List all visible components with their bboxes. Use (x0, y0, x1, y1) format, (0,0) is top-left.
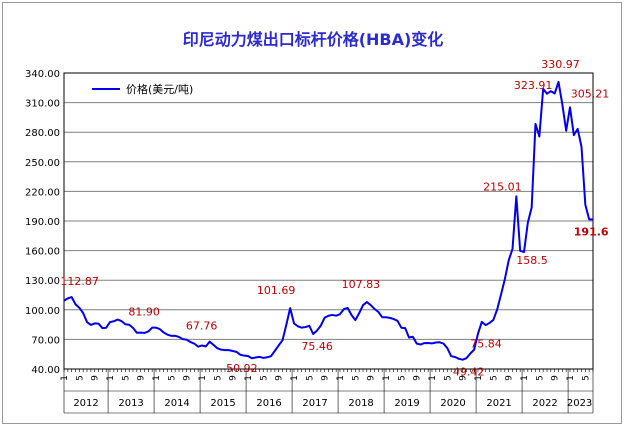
x-month-tick-label: 9 (413, 375, 423, 381)
data-label: 67.76 (186, 320, 218, 333)
x-month-tick-label: 9 (367, 375, 377, 381)
y-tick-label: 310.00 (25, 99, 60, 110)
year-label: 2020 (440, 398, 465, 409)
data-label: 112.87 (60, 275, 99, 288)
data-label: 49.42 (453, 366, 485, 379)
x-month-tick-label: 5 (259, 375, 269, 381)
x-month-tick-label: 5 (443, 375, 453, 381)
year-label: 2016 (256, 398, 281, 409)
x-month-tick-label: 9 (505, 375, 515, 381)
x-month-tick-label: 1 (152, 375, 162, 381)
x-month-tick-label: 1 (106, 375, 116, 381)
y-tick-label: 70.00 (31, 335, 60, 346)
x-month-tick-label: 5 (397, 375, 407, 381)
y-tick-label: 280.00 (25, 128, 60, 139)
year-label: 2015 (210, 398, 235, 409)
x-month-tick-label: 5 (535, 375, 545, 381)
data-label: 191.6 (574, 225, 609, 238)
chart-title: 印尼动力煤出口标杆价格(HBA)变化 (182, 30, 444, 49)
x-month-tick-label: 9 (321, 375, 331, 381)
data-label: 75.84 (470, 338, 502, 351)
data-labels: 112.87 81.90 67.76 50.92 101.69 75.46 107.83 49… (60, 58, 609, 379)
y-tick-label: 190.00 (25, 217, 60, 228)
x-month-tick-label: 5 (121, 375, 131, 381)
data-label: 330.97 (541, 58, 580, 71)
series-line (63, 80, 593, 361)
x-month-tick-label: 5 (213, 375, 223, 381)
data-label: 305.21 (571, 87, 610, 100)
y-tick-label: 340.00 (25, 69, 60, 80)
x-month-tick-label: 5 (305, 375, 315, 381)
x-month-tick-label: 9 (137, 375, 147, 381)
data-label: 158.5 (516, 254, 548, 267)
legend: 价格(美元/吨) (92, 82, 193, 96)
series-layer (63, 80, 593, 361)
y-tick-label: 160.00 (25, 247, 60, 258)
data-label: 323.91 (514, 79, 553, 92)
y-tick-label: 100.00 (25, 306, 60, 317)
x-month-tick-label: 5 (167, 375, 177, 381)
x-month-tick-label: 5 (489, 375, 499, 381)
x-month-tick-label: 9 (275, 375, 285, 381)
x-month-tick-label: 5 (581, 375, 591, 381)
x-month-tick-label: 9 (229, 375, 239, 381)
x-month-tick-label: 1 (290, 375, 300, 381)
x-month-tick-label: 1 (244, 375, 254, 381)
x-month-tick-label: 9 (183, 375, 193, 381)
year-label: 2022 (532, 398, 557, 409)
x-month-tick-label: 1 (198, 375, 208, 381)
x-month-tick-label: 1 (566, 375, 576, 381)
x-month-tick-label: 1 (382, 375, 392, 381)
year-label: 2014 (164, 398, 189, 409)
y-tick-label: 220.00 (25, 187, 60, 198)
year-label: 2012 (73, 398, 98, 409)
data-label: 75.46 (301, 340, 333, 353)
x-month-tick-label: 1 (336, 375, 346, 381)
chart-frame (2, 2, 622, 424)
x-month-tick-label: 5 (351, 375, 361, 381)
legend-label: 价格(美元/吨) (126, 82, 193, 96)
x-month-tick-label: 9 (459, 375, 469, 381)
y-tick-label: 250.00 (25, 158, 60, 169)
x-month-tick-label: 1 (428, 375, 438, 381)
data-label: 50.92 (226, 362, 258, 375)
year-label: 2017 (302, 398, 327, 409)
x-month-tick-label: 5 (75, 375, 85, 381)
data-label: 81.90 (128, 306, 160, 319)
year-label: 2013 (118, 398, 143, 409)
year-label: 2019 (394, 398, 419, 409)
x-month-tick-label: 1 (60, 375, 70, 381)
x-month-tick-label: 1 (474, 375, 484, 381)
x-month-tick-label: 9 (91, 375, 101, 381)
data-label: 215.01 (483, 180, 522, 193)
data-label: 107.83 (342, 278, 381, 291)
data-label: 101.69 (257, 284, 296, 297)
y-tick-label: 130.00 (25, 276, 60, 287)
year-label: 2021 (486, 398, 511, 409)
x-month-tick-label: 1 (520, 375, 530, 381)
year-label: 2023 (567, 398, 592, 409)
x-month-tick-label: 9 (551, 375, 561, 381)
year-label: 2018 (348, 398, 373, 409)
y-tick-label: 40.00 (31, 365, 60, 376)
axes: 40.00 70.00 100.00 130.00 160.00 190.00 220.00… (25, 69, 594, 414)
